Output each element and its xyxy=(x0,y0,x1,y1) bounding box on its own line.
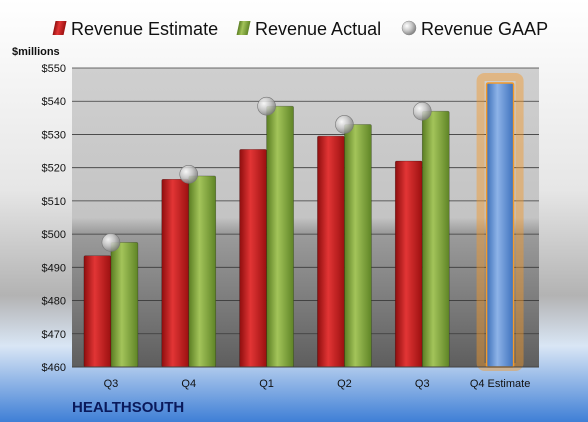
y-tick-label: $500 xyxy=(42,229,66,241)
bar-revenue-estimate xyxy=(161,178,190,368)
bars xyxy=(83,72,524,371)
marker-revenue-gaap xyxy=(257,96,276,116)
grid-lines xyxy=(72,67,539,368)
y-tick-label: $490 xyxy=(42,262,66,274)
x-axis: Q3 Q4 Q1 Q2 Q3 Q4 Estimate xyxy=(104,378,531,390)
company-name: HEALTHSOUTH xyxy=(72,399,184,416)
y-tick-label: $510 xyxy=(42,196,66,208)
x-tick-label: Q4 Estimate xyxy=(470,378,531,390)
legend-swatch-actual xyxy=(236,21,251,35)
marker-revenue-gaap xyxy=(412,101,432,121)
x-tick-label: Q3 xyxy=(415,378,430,390)
bar-revenue-actual xyxy=(421,110,450,368)
y-axis: $460 $470 $480 $490 $500 $510 $520 $530 $540 $550 xyxy=(42,63,66,374)
bar-revenue-actual xyxy=(266,105,294,368)
y-tick-label: $540 xyxy=(42,96,66,108)
marker-revenue-gaap xyxy=(335,115,354,134)
bar-forecast-estimate xyxy=(485,82,515,368)
legend-swatch-estimate xyxy=(52,21,67,35)
legend-label-actual: Revenue Actual xyxy=(255,19,381,39)
x-tick-label: Q4 xyxy=(181,378,196,390)
y-axis-unit-label: $millions xyxy=(12,46,60,58)
bar-revenue-actual xyxy=(188,175,217,368)
y-tick-label: $460 xyxy=(42,362,66,374)
legend-marker-gaap xyxy=(401,20,417,36)
plot-area xyxy=(72,68,539,367)
x-tick-label: Q2 xyxy=(337,378,352,390)
y-tick-label: $550 xyxy=(42,63,66,75)
y-tick-label: $520 xyxy=(42,163,66,175)
marker-revenue-gaap xyxy=(101,233,121,252)
y-tick-label: $530 xyxy=(42,129,66,141)
bar-revenue-estimate xyxy=(83,255,112,368)
gaap-markers xyxy=(101,96,432,252)
x-tick-label: Q1 xyxy=(259,378,274,390)
legend-label-gaap: Revenue GAAP xyxy=(421,19,548,39)
x-tick-label: Q3 xyxy=(104,378,119,390)
legend-label-estimate: Revenue Estimate xyxy=(71,19,218,39)
y-tick-label: $470 xyxy=(42,329,66,341)
marker-revenue-gaap xyxy=(179,165,199,184)
legend: Revenue Estimate Revenue Actual Revenue … xyxy=(52,19,548,39)
bar-revenue-actual xyxy=(344,124,372,368)
bar-revenue-estimate xyxy=(394,160,423,368)
bar-revenue-actual xyxy=(110,242,139,368)
bar-revenue-estimate xyxy=(239,149,267,368)
bar-revenue-estimate xyxy=(317,135,345,368)
y-tick-label: $480 xyxy=(42,296,66,308)
